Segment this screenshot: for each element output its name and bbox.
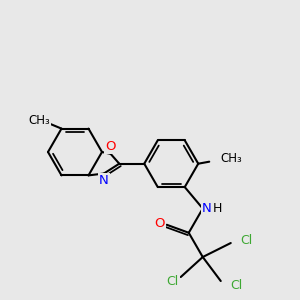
Text: Cl: Cl: [231, 278, 243, 292]
Text: Cl: Cl: [167, 274, 179, 287]
Text: H: H: [213, 202, 222, 215]
Text: CH₃: CH₃: [220, 152, 242, 165]
Text: O: O: [154, 217, 165, 230]
Text: N: N: [202, 202, 211, 215]
Text: CH₃: CH₃: [28, 114, 50, 127]
Text: Cl: Cl: [241, 233, 253, 247]
Text: O: O: [105, 140, 116, 153]
Text: N: N: [99, 174, 109, 187]
